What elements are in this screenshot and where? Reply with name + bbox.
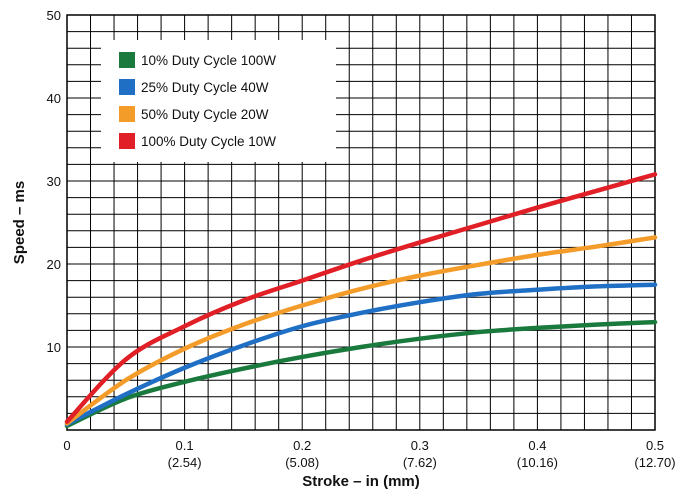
legend-label: 10% Duty Cycle 100W	[141, 53, 276, 68]
legend-label: 25% Duty Cycle 40W	[141, 80, 269, 95]
series-line	[64, 282, 658, 427]
legend-label: 100% Duty Cycle 10W	[141, 134, 276, 149]
series-layer	[64, 172, 658, 429]
y-tick-label: 40	[47, 91, 61, 106]
x-axis-title: Stroke – in (mm)	[302, 473, 420, 490]
legend-swatch	[119, 52, 135, 68]
legend-swatch	[119, 79, 135, 95]
x-tick-labels: 0 0.1 (2.54) 0.2 (5.08) 0.3 (7.62) 0.4 (10.16) 0.…	[63, 438, 675, 470]
y-tick-label: 20	[47, 257, 61, 272]
legend-swatch	[119, 106, 135, 122]
y-tick-labels: 10 20 30 40 50	[47, 8, 61, 355]
x-tick-label: 0.4	[528, 438, 546, 453]
legend-box	[101, 40, 336, 162]
y-tick-label: 30	[47, 174, 61, 189]
x-tick-sublabel: (7.62)	[403, 455, 437, 470]
x-tick-label: 0.3	[411, 438, 429, 453]
y-tick-label: 50	[47, 8, 61, 23]
x-tick-label: 0.5	[646, 438, 664, 453]
legend: 10% Duty Cycle 100W 25% Duty Cycle 40W 50%…	[101, 40, 336, 162]
legend-label: 50% Duty Cycle 20W	[141, 107, 269, 122]
x-tick-label: 0.1	[176, 438, 194, 453]
series-line	[64, 172, 658, 424]
x-tick-label: 0	[63, 438, 70, 453]
legend-swatch	[119, 133, 135, 149]
series-line	[64, 319, 658, 429]
x-tick-sublabel: (12.70)	[634, 455, 675, 470]
plot-frame	[66, 14, 656, 431]
x-tick-sublabel: (5.08)	[285, 455, 319, 470]
x-tick-sublabel: (2.54)	[168, 455, 202, 470]
x-tick-label: 0.2	[293, 438, 311, 453]
series-line	[64, 235, 658, 426]
y-tick-label: 10	[47, 340, 61, 355]
y-axis-title: Speed – ms	[11, 181, 28, 264]
x-tick-sublabel: (10.16)	[517, 455, 558, 470]
